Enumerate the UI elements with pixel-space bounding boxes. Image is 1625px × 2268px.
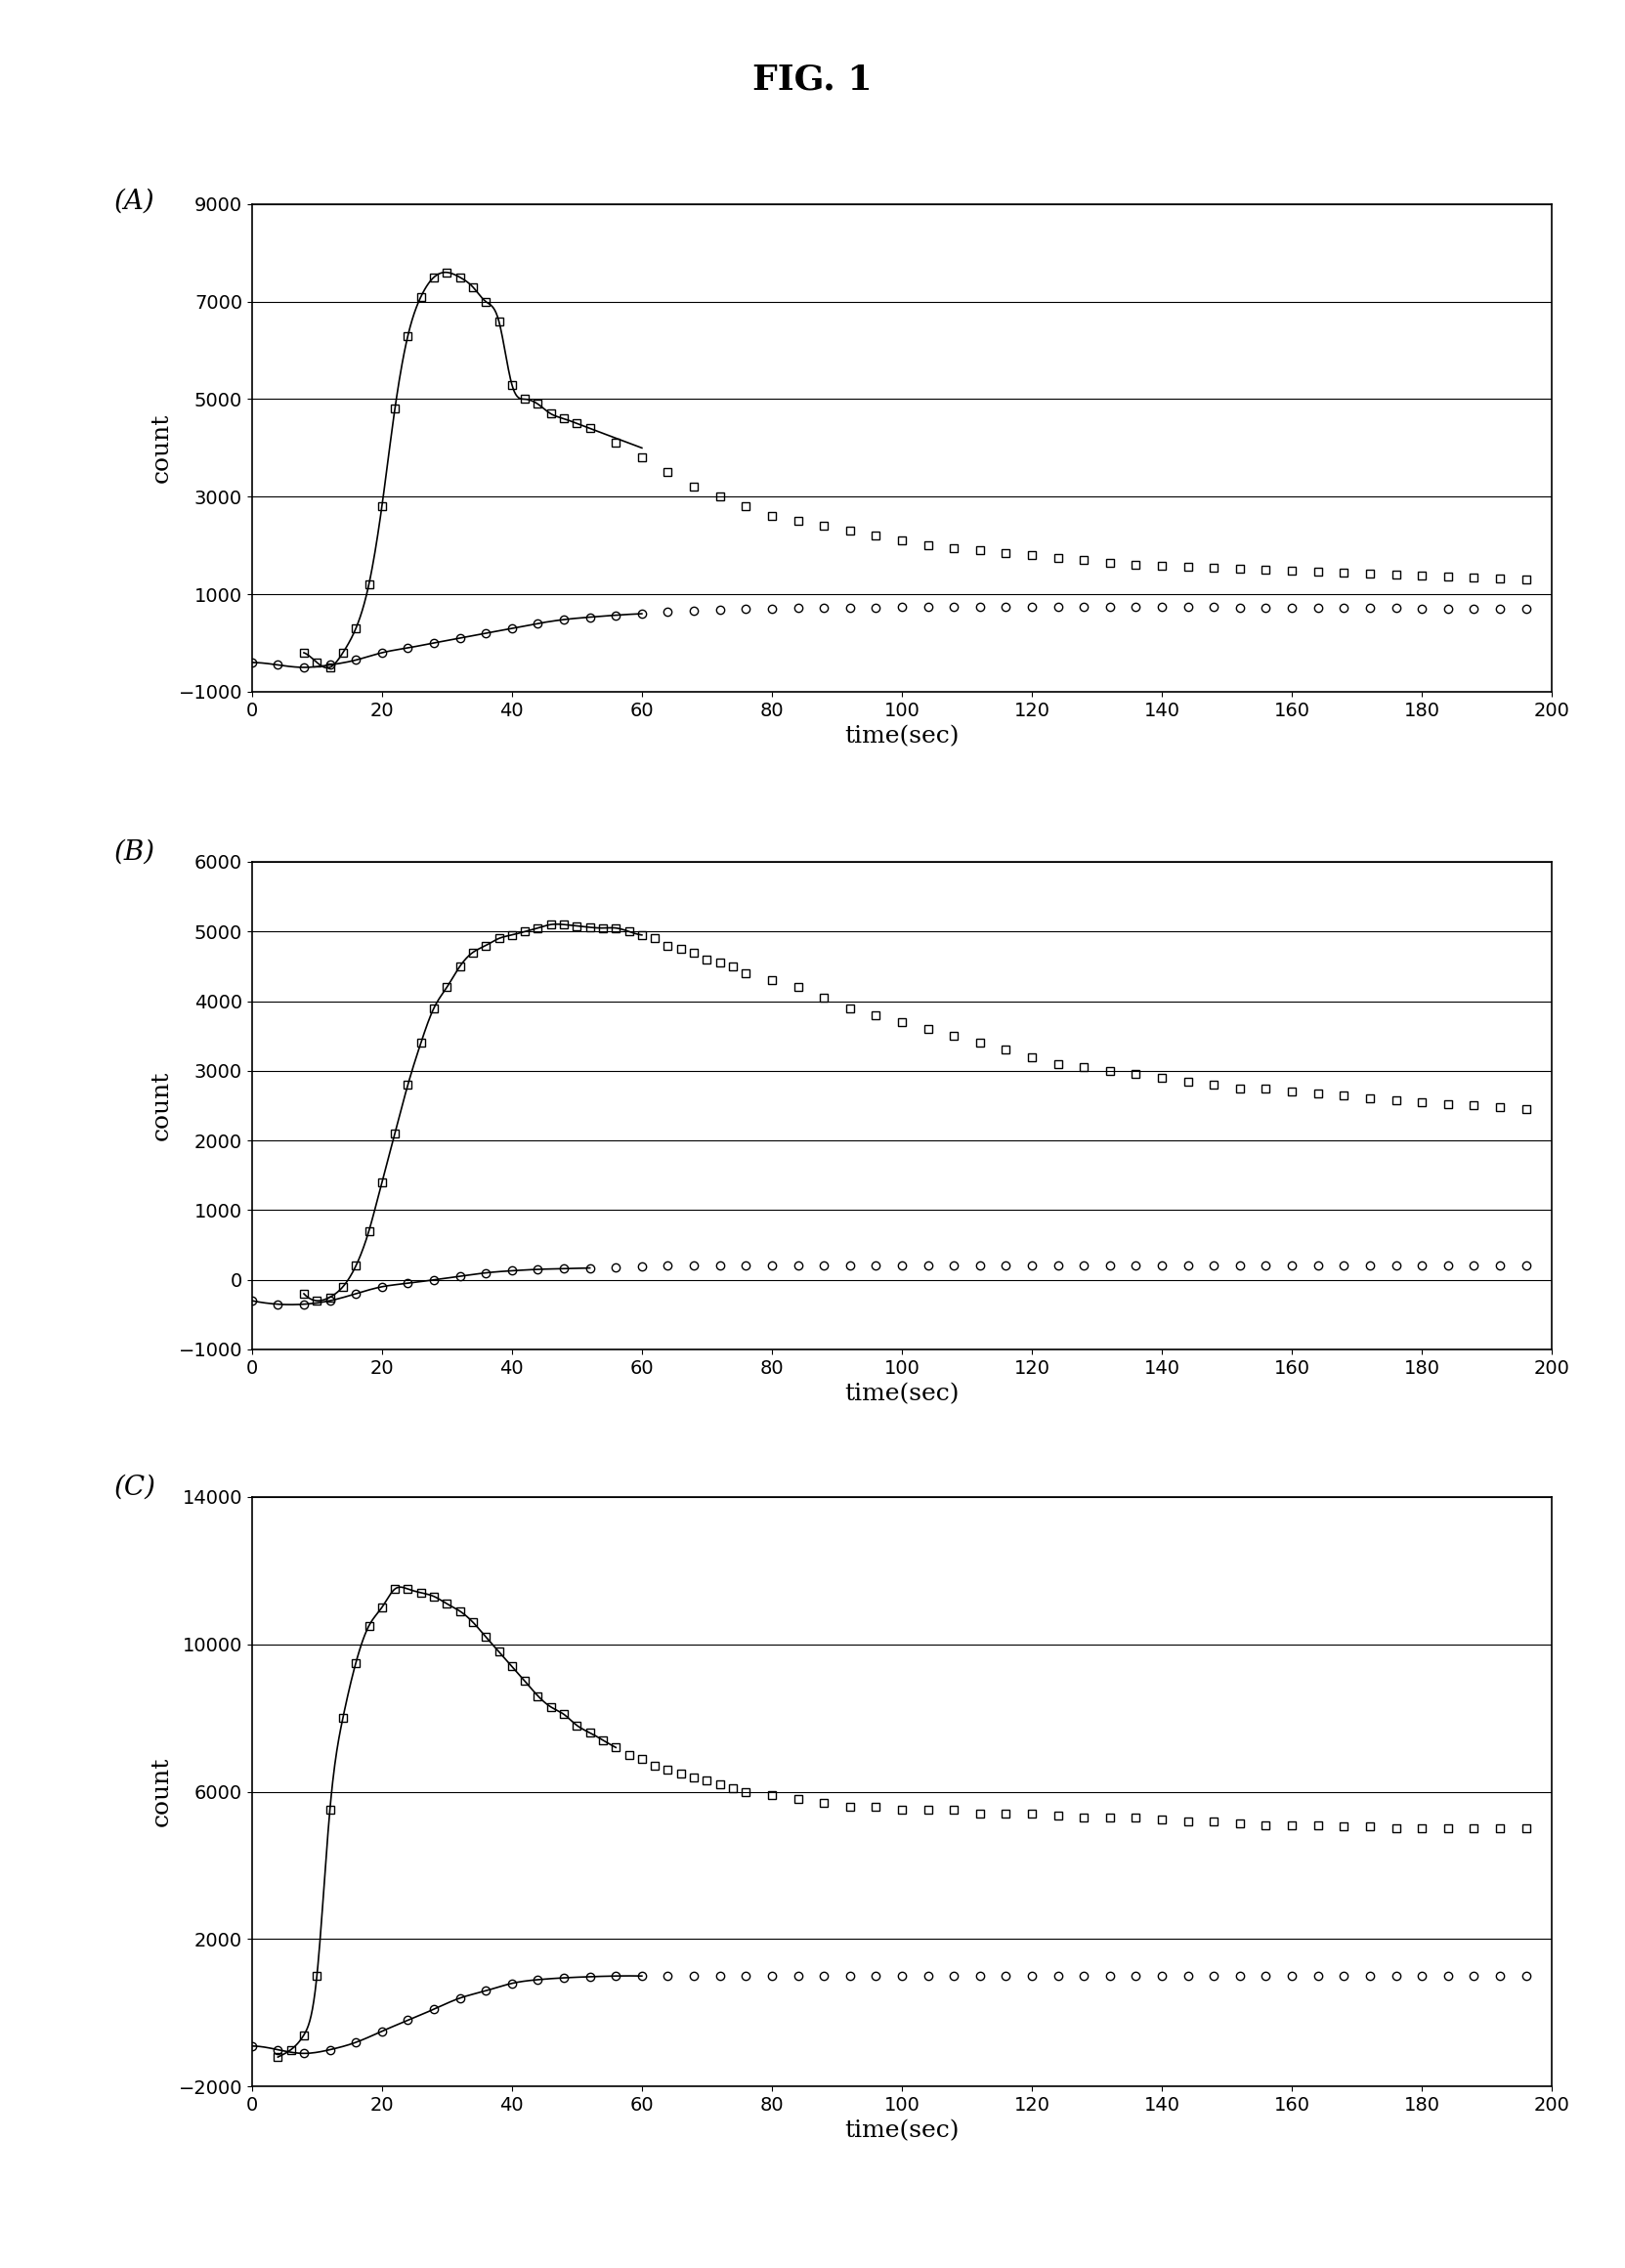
Y-axis label: count: count — [151, 1070, 172, 1141]
Y-axis label: count: count — [151, 1758, 172, 1826]
Text: (C): (C) — [114, 1474, 156, 1501]
Text: FIG. 1: FIG. 1 — [752, 64, 873, 98]
X-axis label: time(sec): time(sec) — [845, 726, 959, 748]
Text: (A): (A) — [114, 188, 154, 215]
Y-axis label: count: count — [151, 413, 172, 483]
Text: (B): (B) — [114, 839, 154, 866]
X-axis label: time(sec): time(sec) — [845, 2121, 959, 2143]
X-axis label: time(sec): time(sec) — [845, 1383, 959, 1406]
